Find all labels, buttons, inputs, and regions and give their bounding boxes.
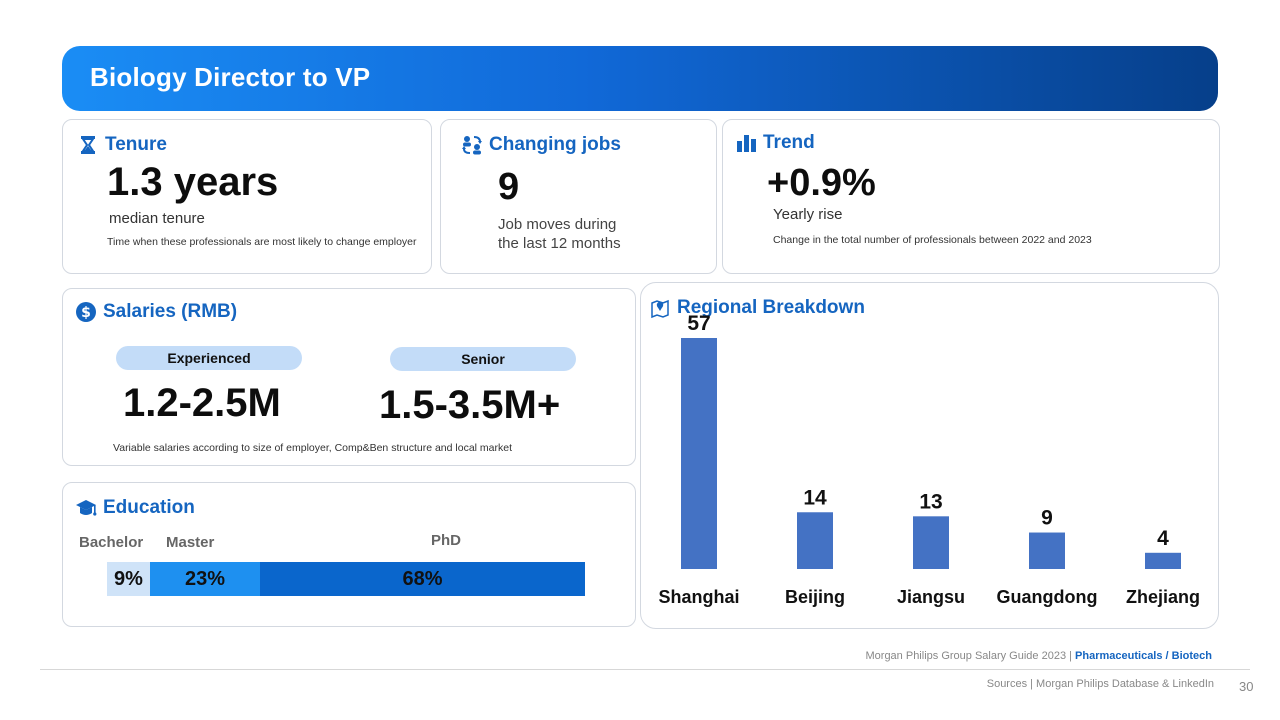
education-segment-bachelor: 9% <box>107 562 150 596</box>
trend-title: Trend <box>763 132 815 153</box>
education-segment-phd: 68% <box>260 562 585 596</box>
phd-label: PhD <box>431 532 461 549</box>
tenure-caption: median tenure <box>109 210 205 227</box>
trend-card: Trend +0.9% Yearly rise Change in the to… <box>722 119 1220 274</box>
regional-title: Regional Breakdown <box>677 297 865 318</box>
bar-chart-icon <box>737 135 756 152</box>
education-title: Education <box>103 497 195 518</box>
value-label-zhejiang: 4 <box>1157 527 1169 550</box>
salaries-note: Variable salaries according to size of e… <box>113 442 512 454</box>
regional-breakdown-card: Regional Breakdown 57 Shanghai 14 Beijing 13… <box>640 282 1219 629</box>
footer-guide-text: Morgan Philips Group Salary Guide 2023 | <box>865 650 1072 662</box>
people-exchange-icon <box>462 136 482 155</box>
svg-text:$: $ <box>81 305 91 321</box>
bar-jiangsu <box>913 516 949 569</box>
category-label-shanghai: Shanghai <box>658 587 739 607</box>
bar-shanghai <box>681 338 717 569</box>
experienced-pill: Experienced <box>116 346 302 370</box>
bachelor-label: Bachelor <box>79 534 144 551</box>
page-title: Biology Director to VP <box>90 62 371 92</box>
category-label-jiangsu: Jiangsu <box>897 587 965 607</box>
bar-guangdong <box>1029 532 1065 569</box>
senior-salary: 1.5-3.5M+ <box>379 383 561 427</box>
experienced-salary: 1.2-2.5M <box>123 381 281 425</box>
category-label-zhejiang: Zhejiang <box>1126 587 1200 607</box>
value-label-shanghai: 57 <box>687 312 710 335</box>
education-header: Education <box>75 497 195 519</box>
footer-sources: Sources | Morgan Philips Database & Link… <box>986 678 1214 690</box>
education-card: Education Bachelor Master PhD 9% 23% 68% <box>62 482 636 627</box>
salaries-header: $ Salaries (RMB) <box>75 301 237 323</box>
jobs-title: Changing jobs <box>489 134 621 155</box>
changing-jobs-card: Changing jobs 9 Job moves during the las… <box>440 119 717 274</box>
regional-header: Regional Breakdown <box>649 297 865 319</box>
category-label-beijing: Beijing <box>785 587 845 607</box>
trend-note: Change in the total number of profession… <box>773 234 1092 246</box>
value-label-beijing: 14 <box>803 486 827 509</box>
title-banner: Biology Director to VP <box>62 46 1218 111</box>
master-label: Master <box>166 534 215 551</box>
bar-zhejiang <box>1145 552 1181 569</box>
value-label-jiangsu: 13 <box>919 490 942 513</box>
tenure-note: Time when these professionals are most l… <box>107 236 417 248</box>
graduation-cap-icon <box>76 500 97 516</box>
trend-caption: Yearly rise <box>773 206 843 223</box>
category-label-guangdong: Guangdong <box>997 587 1098 607</box>
jobs-header: Changing jobs <box>461 134 621 156</box>
jobs-caption-line1: Job moves during <box>498 216 617 233</box>
trend-value: +0.9% <box>767 162 876 204</box>
jobs-caption-line2: the last 12 months <box>498 235 621 252</box>
regional-bar-chart: 57 Shanghai 14 Beijing 13 Jiangsu 9 Guangdong 4 Z… <box>658 312 1200 607</box>
tenure-value: 1.3 years <box>107 160 279 204</box>
salaries-title: Salaries (RMB) <box>103 301 238 322</box>
hourglass-icon <box>81 136 95 154</box>
footer-divider <box>40 669 1250 670</box>
senior-pill: Senior <box>390 347 576 371</box>
tenure-card: Tenure 1.3 years median tenure Time when… <box>62 119 432 274</box>
bar-beijing <box>797 512 833 569</box>
footer-guide: Morgan Philips Group Salary Guide 2023 |… <box>866 650 1213 662</box>
map-pin-icon <box>651 299 669 319</box>
tenure-title: Tenure <box>105 134 167 155</box>
trend-header: Trend <box>735 132 815 154</box>
tenure-header: Tenure <box>77 134 167 156</box>
footer-section: Pharmaceuticals / Biotech <box>1075 650 1212 662</box>
value-label-guangdong: 9 <box>1041 507 1053 530</box>
page-number: 30 <box>1239 679 1254 694</box>
education-segment-master: 23% <box>150 562 260 596</box>
salaries-card: $ Salaries (RMB) Experienced 1.2-2.5M Se… <box>62 288 636 466</box>
dollar-circle-icon: $ <box>76 302 96 322</box>
jobs-value: 9 <box>498 166 520 208</box>
